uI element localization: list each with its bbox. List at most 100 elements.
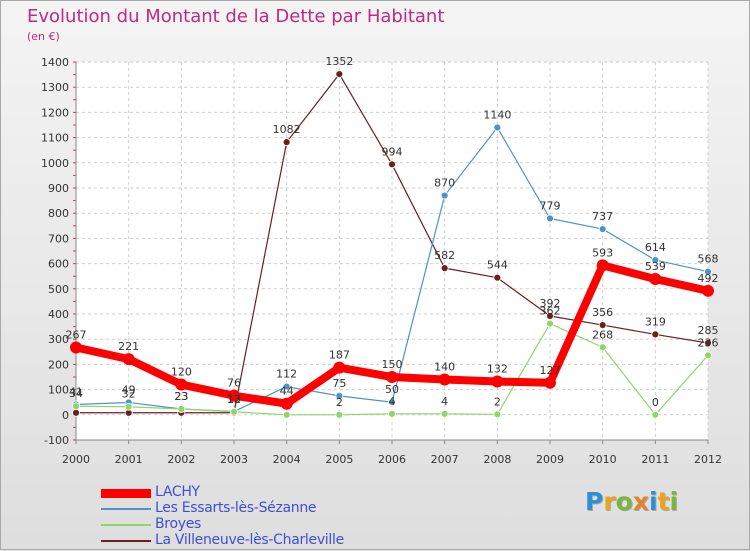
y-tick-label: -100: [44, 434, 69, 447]
y-tick-label: 500: [48, 283, 69, 296]
data-point: [440, 264, 449, 273]
y-tick-label: 0: [62, 409, 69, 422]
data-label: 75: [332, 377, 346, 390]
data-point: [544, 376, 556, 389]
data-label: 0: [652, 396, 659, 409]
data-point: [70, 341, 82, 354]
legend-swatch: [101, 540, 151, 542]
data-point: [438, 373, 451, 386]
data-label: 737: [592, 210, 613, 223]
data-label: 127: [540, 364, 561, 377]
data-point: [282, 410, 291, 419]
y-tick-label: 600: [48, 258, 69, 271]
data-point: [388, 409, 396, 418]
chart-unit: (en €): [27, 30, 60, 43]
y-tick-label: 1400: [41, 56, 69, 69]
data-point: [228, 389, 240, 402]
data-label: 34: [69, 387, 83, 400]
x-tick-label: 2008: [483, 453, 511, 466]
legend-label: Les Essarts-lès-Sézanne: [155, 500, 317, 516]
data-label: 76: [227, 377, 241, 390]
data-label: 140: [434, 361, 455, 374]
y-tick-label: 400: [48, 308, 69, 321]
x-tick-label: 2003: [220, 453, 248, 466]
data-point: [702, 284, 714, 297]
data-point: [546, 214, 554, 223]
data-label: 1352: [325, 55, 353, 68]
y-tick-label: 700: [48, 232, 69, 245]
legend-swatch: [101, 524, 151, 526]
y-tick-label: 900: [48, 182, 69, 195]
proxiti-logo: Proxiti: [585, 487, 678, 516]
data-label: 544: [487, 259, 508, 272]
data-label: 582: [434, 249, 455, 262]
logo-letter: t: [657, 487, 670, 516]
data-point: [280, 397, 293, 410]
data-point: [651, 410, 660, 419]
data-point: [649, 272, 662, 285]
data-label: 267: [66, 329, 87, 342]
x-tick-label: 2002: [167, 453, 195, 466]
data-point: [124, 402, 133, 411]
data-point: [704, 267, 712, 276]
y-tick-label: 1100: [41, 132, 69, 145]
data-point: [704, 339, 712, 347]
data-point: [335, 391, 344, 400]
x-tick-label: 2007: [431, 453, 459, 466]
data-label: 13: [227, 393, 241, 406]
data-label: 12: [227, 393, 241, 406]
data-point: [651, 256, 660, 264]
data-point: [440, 191, 449, 200]
logo-letter: o: [615, 487, 633, 516]
data-label: 236: [698, 336, 719, 349]
data-label: 268: [592, 328, 613, 341]
y-tick-label: 800: [48, 207, 69, 220]
x-tick-label: 2004: [273, 453, 301, 466]
data-point: [704, 351, 712, 360]
data-label: 221: [118, 340, 139, 353]
x-tick-label: 2005: [325, 453, 353, 466]
y-tick-label: 100: [48, 384, 69, 397]
logo-letter: P: [585, 487, 604, 516]
data-label: 44: [280, 385, 294, 398]
data-point: [493, 273, 502, 282]
data-label: 2: [336, 396, 343, 409]
data-label: 41: [69, 385, 83, 398]
data-label: 1082: [273, 123, 301, 136]
data-point: [596, 259, 609, 272]
x-tick-label: 2006: [378, 453, 406, 466]
data-label: 779: [540, 199, 561, 212]
data-point: [282, 138, 291, 147]
y-tick-label: 1200: [41, 106, 69, 119]
x-tick-label: 2012: [694, 453, 722, 466]
data-point: [282, 382, 291, 391]
data-point: [546, 312, 554, 320]
legend-label: La Villeneuve-lès-Charleville: [155, 532, 344, 548]
data-point: [598, 321, 607, 329]
data-label: 120: [171, 366, 192, 379]
data-point: [122, 353, 135, 366]
data-label: 23: [174, 390, 188, 403]
x-tick-label: 2009: [536, 453, 564, 466]
data-point: [388, 398, 396, 407]
data-point: [491, 375, 504, 388]
data-label: 614: [645, 241, 666, 254]
data-label: 187: [329, 349, 350, 362]
x-tick-label: 2010: [589, 453, 617, 466]
data-point: [493, 123, 502, 132]
data-label: 870: [434, 177, 455, 190]
y-tick-label: 1000: [41, 157, 69, 170]
data-point: [335, 410, 344, 419]
data-label: 568: [698, 253, 719, 266]
data-point: [333, 361, 346, 374]
data-label: 362: [540, 305, 561, 318]
logo-letter: i: [649, 487, 658, 516]
y-tick-label: 300: [48, 333, 69, 346]
data-label: 23: [174, 390, 188, 403]
data-point: [440, 409, 449, 418]
logo-letter: r: [603, 487, 616, 516]
data-label: 356: [592, 306, 613, 319]
legend-label: LACHY: [155, 484, 200, 500]
legend-swatch: [101, 508, 151, 510]
